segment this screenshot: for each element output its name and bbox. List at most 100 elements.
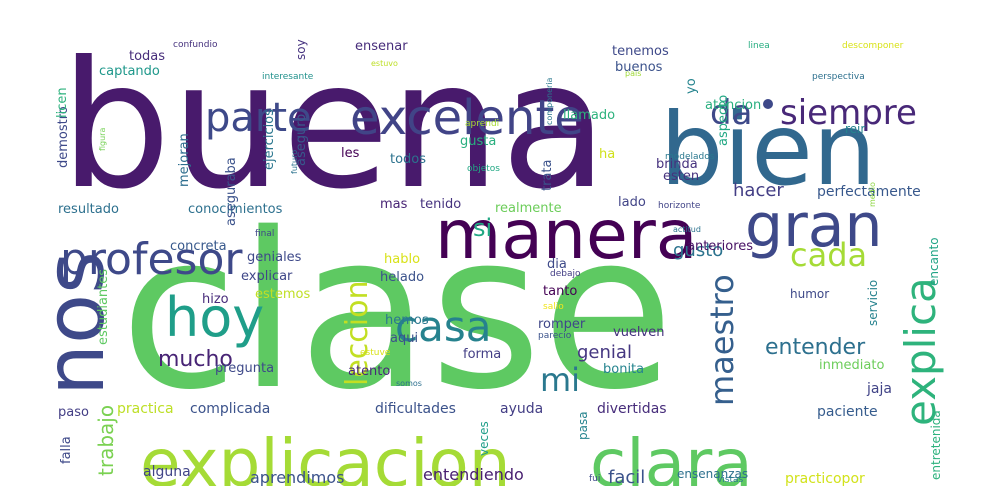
word-perspectiva: perspectiva	[812, 72, 865, 82]
word-clara: clara	[590, 425, 753, 486]
word-esten: esten	[663, 169, 699, 184]
word-interesante: interesante	[262, 72, 314, 82]
word-final: final	[255, 229, 274, 239]
word-geniales: geniales	[247, 250, 302, 265]
word-leccion: leccion	[340, 281, 375, 386]
word-llamado: llamado	[563, 108, 615, 123]
word-alguna: alguna	[143, 464, 191, 480]
word-atento: atento	[348, 364, 390, 379]
word-pregunta: pregunta	[215, 361, 274, 376]
word-mejoran: mejoran	[177, 133, 192, 187]
word-jaja: jaja	[866, 381, 892, 397]
word-licen: licen	[55, 87, 70, 118]
word-servicio: servicio	[866, 280, 880, 326]
word-estemos: estemos	[255, 287, 310, 302]
word-romper: romper	[538, 317, 586, 332]
word-forma: forma	[463, 347, 501, 362]
word-gusto: gusto	[673, 240, 723, 261]
word-lado: lado	[618, 195, 646, 210]
word-mi: mi	[540, 361, 580, 399]
word-realmente: realmente	[495, 201, 562, 216]
word-clase: clase	[120, 186, 674, 437]
word-ayuda: ayuda	[500, 401, 543, 417]
word-estuvo: estuvo	[371, 59, 398, 68]
word-practicopor: practicopor	[785, 471, 865, 486]
word-concreta: concreta	[170, 239, 227, 254]
word-ensenanzas: ensenanzas	[677, 467, 748, 481]
word-buenos: buenos	[615, 60, 663, 75]
word-ensenar: ensenar	[355, 39, 408, 54]
word-fui: fui	[589, 474, 600, 484]
word-bonita: bonita	[603, 362, 644, 377]
word-aprendi: aprendi	[465, 119, 499, 129]
word-explica: explica	[896, 277, 945, 426]
word-inmediato: inmediato	[819, 358, 884, 373]
word-genial: genial	[577, 342, 632, 363]
word-buena: buena	[60, 36, 608, 228]
word-bien: bien	[660, 91, 876, 208]
word-futuro: futuro	[290, 150, 299, 174]
word-entendiendo: entendiendo	[423, 465, 524, 484]
word-da: da	[710, 93, 752, 133]
word-atencion: atencion	[705, 98, 761, 113]
word-aprendimos: aprendimos	[250, 468, 344, 486]
word-profesor: profesor	[60, 234, 243, 285]
word-paciente: paciente	[817, 404, 878, 420]
word-gusta: gusta	[460, 134, 496, 149]
word-brinda: brinda	[656, 157, 698, 172]
word-confundio: confundio	[173, 40, 218, 50]
word-yo: yo	[684, 78, 699, 94]
word-les: les	[341, 146, 360, 161]
word-aqui: aqui	[390, 331, 418, 346]
word-gran: gran	[745, 191, 883, 261]
word-humor: humor	[790, 287, 829, 301]
word-practica: practica	[117, 401, 174, 417]
word-si: si	[473, 214, 492, 242]
word-tanto: tanto	[543, 284, 577, 299]
word-linea: linea	[748, 41, 770, 51]
word-mas: mas	[380, 197, 408, 212]
word-captando: captando	[99, 64, 160, 79]
word-complicada: complicada	[190, 401, 270, 417]
word-aseguraba: aseguraba	[224, 157, 239, 226]
word-conocimientos: conocimientos	[188, 202, 283, 217]
word-paso: paso	[58, 405, 89, 420]
word-encanto: encanto	[927, 237, 941, 286]
word-descomponer: descomponer	[842, 41, 904, 51]
word-trata: trata	[540, 160, 555, 191]
word-explicar: explicar	[241, 269, 293, 284]
word-explicacion: explicacion	[140, 425, 511, 486]
word-pais: pais	[625, 69, 641, 78]
word-falla: falla	[59, 436, 74, 464]
word-debajo: debajo	[550, 269, 581, 279]
word-salio: salio	[543, 302, 564, 312]
word-soy: soy	[294, 39, 308, 60]
word-ha: ha	[599, 147, 615, 162]
word-dia: dia	[547, 257, 567, 272]
word-demostro: demostro	[56, 106, 71, 168]
word-hemos: hemos	[385, 313, 429, 328]
word-anteriores: anteriores	[687, 239, 753, 254]
word-hacer: hacer	[733, 180, 784, 201]
word-vistas: vistas	[717, 475, 744, 485]
word-pasa: pasa	[576, 411, 590, 440]
word-excelente: excelente	[350, 90, 584, 146]
word-actitud: actitud	[673, 225, 701, 234]
word-hizo: hizo	[202, 292, 229, 307]
word-objetos: objetos	[467, 164, 500, 174]
word-aspecto: aspecto	[716, 95, 731, 146]
word-maestro: maestro	[703, 274, 741, 406]
word-entretenida: entretenida	[929, 410, 943, 480]
word-facil: facil	[608, 467, 645, 486]
word-medio: medio	[868, 182, 877, 207]
word-horizonte: horizonte	[658, 201, 701, 211]
word-componeria: componeria	[545, 77, 554, 125]
word-reir: reir	[845, 122, 865, 136]
word-modelados: modelados	[665, 152, 715, 162]
word-mucho: mucho	[158, 347, 233, 372]
word-trabajo: trabajo	[94, 405, 118, 476]
word-veces: veces	[477, 421, 491, 456]
word-tenido: tenido	[420, 197, 461, 212]
word-todos: todos	[390, 152, 426, 167]
word-ejercicios: ejercicios	[262, 109, 277, 170]
